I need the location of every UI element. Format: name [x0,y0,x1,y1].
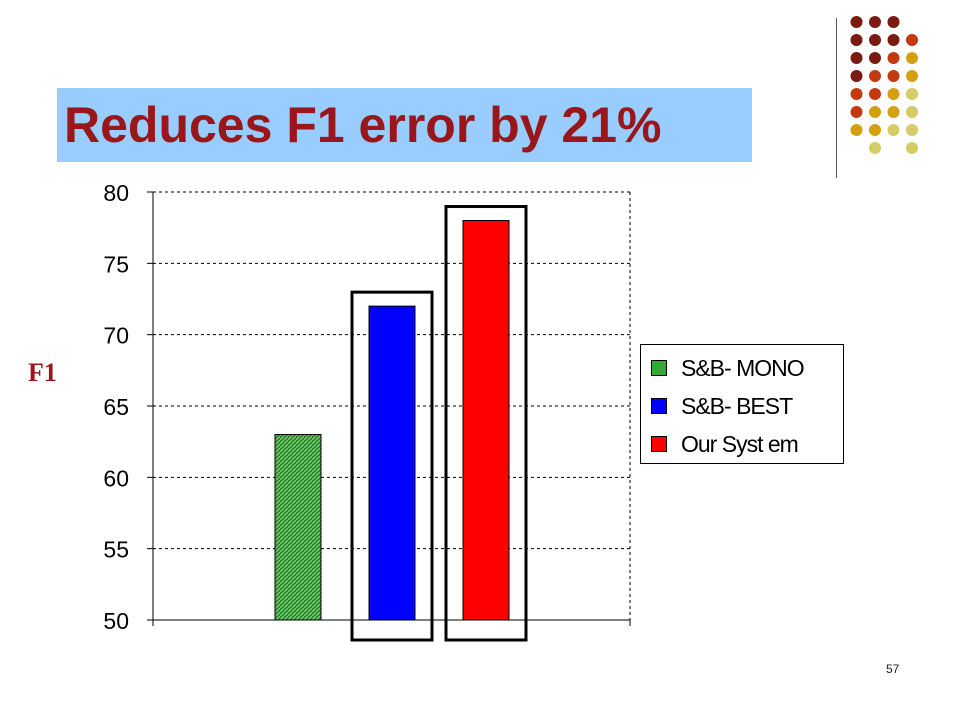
decor-dot [887,16,900,28]
decor-divider [836,18,837,178]
legend-item-best: S&B- BEST [651,391,793,421]
y-tick-label: 65 [103,394,129,420]
decor-dot [869,34,881,46]
decor-dot [906,106,918,118]
decor-dot [869,124,881,136]
page-number: 57 [886,662,900,676]
legend-item-ours: Our Syst em [651,429,799,459]
legend-label-ours: Our Syst em [681,430,799,457]
y-tick-label: 60 [103,465,129,491]
decor-dot [887,106,900,118]
decor-dot [869,16,881,28]
legend-swatch-best [651,398,667,414]
y-tick-label: 75 [103,251,129,277]
legend-swatch-mono [651,360,667,376]
decor-dot [887,88,900,100]
legend-item-mono: S&B- MONO [651,353,805,383]
y-tick-label: 50 [103,608,129,634]
decor-dot [906,70,918,82]
decor-dot [850,16,863,28]
decor-dot [906,52,918,64]
decor-dot [887,124,900,136]
decor-dot [869,70,881,82]
bar-best [368,305,416,621]
legend-label-mono: S&B- MONO [681,354,805,381]
legend-swatch-ours [651,436,667,452]
decor-dot [869,88,881,100]
decor-dot [850,88,863,100]
decor-dot [850,34,863,46]
decor-dot [850,124,863,136]
bar-mono [274,434,322,621]
highlight-box [350,290,434,642]
decor-dot [869,106,881,118]
decor-dot [850,70,863,82]
decor-dot [906,142,918,154]
decor-dot-grid [850,16,918,154]
decor-dot [906,88,918,100]
decor-dot [887,70,900,82]
highlight-box [444,205,528,642]
legend-label-best: S&B- BEST [681,392,793,419]
decor-dot [850,106,863,118]
bar-ours [462,220,510,621]
decor-dot [906,124,918,136]
decor-dot [887,34,900,46]
decor-dot [906,34,918,46]
y-tick-label: 55 [103,537,129,563]
decor-dot [869,142,881,154]
y-tick-label: 70 [103,323,129,349]
slide-title: Reduces F1 error by 21% [64,97,662,153]
decor-dot [869,52,881,64]
y-side-label: F1 [28,358,57,387]
title-band [57,88,752,162]
chart-legend: S&B- MONO S&B- BEST Our Syst em [640,344,844,464]
decor-dot [887,52,900,64]
decor-dot [850,52,863,64]
y-tick-label: 80 [103,180,129,206]
